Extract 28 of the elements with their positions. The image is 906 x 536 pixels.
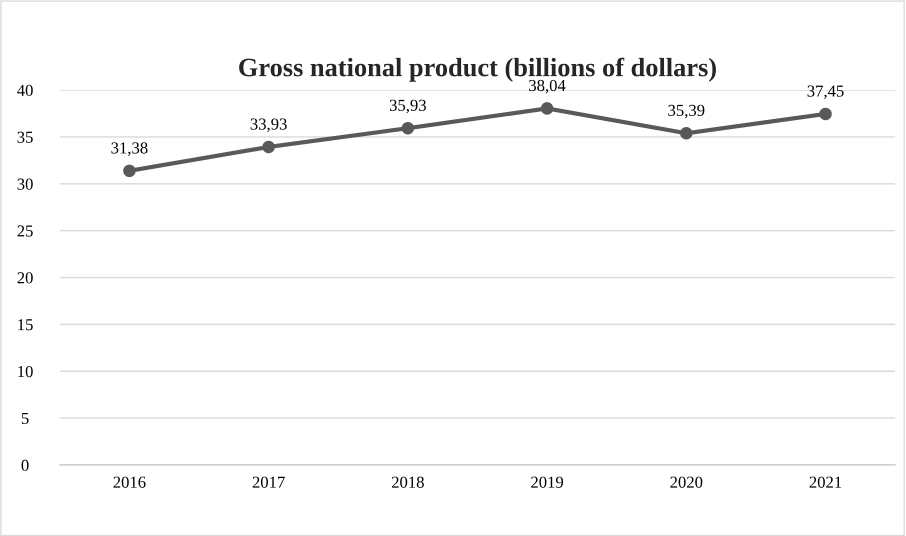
point: [540, 102, 554, 115]
point: [123, 164, 136, 178]
y-tick-label: 20: [17, 272, 33, 284]
data-label: 35,93: [390, 100, 426, 114]
x-tick-label: 2019: [531, 476, 564, 488]
y-tick-label: 40: [17, 84, 33, 96]
data-label: 38,04: [529, 80, 566, 94]
y-tick-label: 15: [18, 319, 33, 330]
data-label: 37,45: [808, 85, 844, 100]
y-tick-label: 0: [22, 460, 29, 471]
x-tick-label: 2016: [113, 476, 146, 488]
x-tick-label: 2021: [810, 476, 842, 488]
point: [402, 122, 414, 134]
point: [262, 140, 275, 154]
point: [819, 108, 832, 120]
data-label: 35,39: [668, 104, 704, 118]
data-label: 31,38: [111, 142, 148, 156]
x-tick-label: 2018: [392, 476, 424, 488]
y-tick-label: 35: [18, 132, 33, 143]
chart-title: Gross national product (billions of dollars): [239, 58, 716, 82]
y-tick-label: 30: [18, 178, 33, 190]
y-tick-label: 10: [18, 366, 33, 378]
y-tick-label: 25: [17, 225, 33, 237]
x-tick-label: 2017: [252, 476, 285, 488]
x-tick-label: 2020: [670, 476, 702, 488]
data-label: 33,93: [250, 118, 287, 132]
y-tick-label: 5: [22, 412, 29, 424]
point: [680, 127, 693, 140]
